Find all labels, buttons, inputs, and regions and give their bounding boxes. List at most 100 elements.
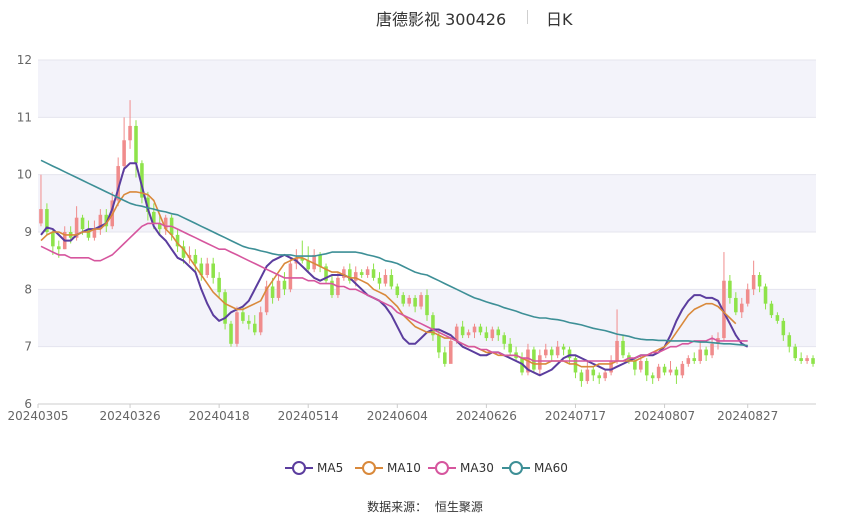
candle-body xyxy=(639,361,643,370)
candle-body xyxy=(270,286,275,298)
candle-body xyxy=(591,369,596,376)
x-tick-label: 20240626 xyxy=(456,409,517,423)
candle-body xyxy=(644,361,649,376)
candle-body xyxy=(98,214,103,230)
candle-body xyxy=(496,329,501,336)
candle-body xyxy=(211,263,215,278)
candle-body xyxy=(704,349,708,356)
x-tick-label: 20240418 xyxy=(189,409,250,423)
candle-body xyxy=(454,326,459,341)
y-tick-label: 11 xyxy=(17,110,32,124)
candle-body xyxy=(490,329,495,339)
candle-body xyxy=(543,349,548,356)
candle-body xyxy=(92,229,97,238)
legend-ma5-label: MA5 xyxy=(317,461,344,475)
x-tick-label: 20240305 xyxy=(7,409,68,423)
background-band xyxy=(38,60,816,118)
data-source-label: 数据来源： xyxy=(367,500,428,514)
candle-body xyxy=(371,269,376,278)
candle-body xyxy=(650,375,655,379)
candle-body xyxy=(258,312,263,333)
candle-body xyxy=(585,369,590,382)
candle-body xyxy=(478,326,483,333)
candle-body xyxy=(567,349,572,359)
y-tick-label: 10 xyxy=(17,168,32,182)
candle-body xyxy=(86,229,91,238)
candle-body xyxy=(710,343,714,356)
series-line-ma60 xyxy=(40,159,748,347)
candle-body xyxy=(739,303,744,313)
legend-item-ma30[interactable]: MA30 xyxy=(428,458,494,478)
candle-body xyxy=(229,323,233,344)
title-divider xyxy=(527,10,528,24)
data-source-value: 恒生聚源 xyxy=(434,500,483,514)
candle-body xyxy=(757,275,762,287)
candle-body xyxy=(532,349,536,370)
legend-item-ma10[interactable]: MA10 xyxy=(355,458,421,478)
candle-body xyxy=(538,355,542,370)
candle-body xyxy=(401,295,406,304)
candle-body xyxy=(573,358,578,373)
candle-body xyxy=(312,254,316,270)
candle-body xyxy=(751,275,756,290)
candle-body xyxy=(460,326,465,336)
candle-body xyxy=(437,335,441,353)
candle-body xyxy=(146,197,150,212)
candle-body xyxy=(769,303,774,316)
candle-body xyxy=(318,254,322,267)
candle-body xyxy=(555,346,560,356)
candle-body xyxy=(383,275,388,284)
candle-body xyxy=(116,166,120,201)
moving-average-lines xyxy=(40,159,749,377)
candle-body xyxy=(134,125,138,164)
y-tick-label: 12 xyxy=(17,53,32,67)
candle-body xyxy=(680,363,685,376)
candle-body xyxy=(579,372,584,382)
y-tick-label: 7 xyxy=(24,340,32,354)
x-tick-label: 20240827 xyxy=(717,409,778,423)
x-axis: 20240305 20240326 20240418 20240514 20240604… xyxy=(7,403,816,423)
candle-body xyxy=(656,366,661,379)
legend-ma5-icon xyxy=(285,461,313,475)
candle-body xyxy=(140,163,144,198)
candle-body xyxy=(175,234,180,247)
candle-body xyxy=(431,315,435,336)
candle-body xyxy=(187,254,192,258)
candle-body xyxy=(104,214,109,227)
background-band xyxy=(38,174,816,232)
y-tick-label: 8 xyxy=(24,282,32,296)
legend-item-ma5[interactable]: MA5 xyxy=(285,458,343,478)
candle-body xyxy=(241,312,245,321)
candle-body xyxy=(330,280,334,296)
candle-body xyxy=(300,257,305,261)
candle-body xyxy=(288,263,293,290)
candle-body xyxy=(51,232,55,247)
candle-body xyxy=(609,361,613,373)
legend-ma30-label: MA30 xyxy=(460,461,494,475)
candle-body xyxy=(282,280,287,290)
candle-body xyxy=(359,272,364,275)
candle-body xyxy=(199,263,204,275)
legend-ma60-label: MA60 xyxy=(534,461,568,475)
candle-body xyxy=(668,369,673,373)
candle-body xyxy=(247,320,251,324)
series-line-ma30 xyxy=(40,222,748,362)
legend-item-ma60[interactable]: MA60 xyxy=(502,458,568,478)
legend-ma30-icon xyxy=(428,461,456,475)
candle-body xyxy=(745,289,750,304)
candle-body xyxy=(413,297,417,307)
candle-body xyxy=(775,315,780,321)
x-tick-label: 20240604 xyxy=(367,409,428,423)
data-source: 数据来源： 恒生聚源 xyxy=(0,498,850,515)
candle-body xyxy=(621,340,625,356)
candle-body xyxy=(181,246,186,258)
chart-title: 唐德影视 300426 xyxy=(376,10,507,29)
candle-body xyxy=(728,280,732,298)
candle-body xyxy=(419,295,423,307)
candle-body xyxy=(74,217,79,238)
candle-body xyxy=(448,340,453,364)
y-axis: 6 7 8 9 10 11 12 xyxy=(17,53,32,411)
candle-body xyxy=(615,340,619,361)
chart-period[interactable]: 日K xyxy=(546,10,573,29)
